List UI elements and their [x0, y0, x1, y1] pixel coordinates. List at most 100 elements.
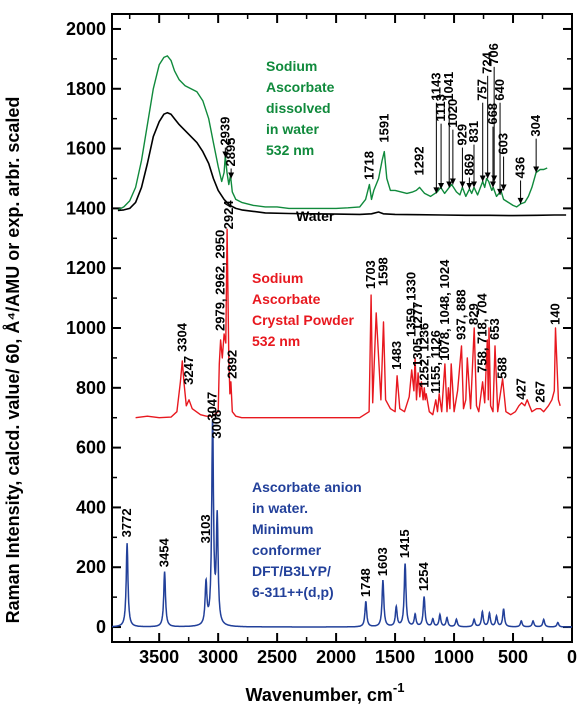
legend-dissolved: in water — [266, 121, 319, 137]
x-tick-label: 2000 — [316, 647, 356, 667]
y-axis-title: Raman Intensity, calcd. value/ 60, Å⁴/AM… — [3, 97, 23, 624]
legend-calculated: DFT/B3LYP/ — [252, 563, 331, 579]
peak-arrowhead — [489, 181, 496, 188]
peak-label: 1748 — [358, 568, 373, 597]
peak-arrowhead — [459, 181, 466, 188]
legend-calculated: Ascorbate anion — [252, 479, 362, 495]
peak-label: 757 — [475, 79, 490, 101]
legend-calculated: conformer — [252, 542, 322, 558]
peak-label: 304 — [528, 114, 543, 136]
legend-dissolved: dissolved — [266, 100, 331, 116]
peak-label: 829 — [466, 303, 481, 325]
peak-label: 2895 — [223, 138, 238, 167]
peak-label: 1254 — [416, 561, 431, 591]
y-tick-label: 1000 — [66, 318, 106, 338]
series-line-calculated — [111, 419, 572, 628]
peak-label: 267 — [533, 381, 548, 403]
peak-label: 1415 — [397, 529, 412, 558]
legend-dissolved: Sodium — [266, 58, 317, 74]
peak-arrowhead — [446, 181, 453, 188]
peak-arrowhead — [491, 175, 498, 182]
peak-arrowhead — [228, 172, 235, 179]
peak-label: 1598 — [376, 257, 391, 286]
peak-label: 603 — [496, 133, 511, 155]
x-tick-label: 1500 — [375, 647, 415, 667]
peak-label: 427 — [514, 378, 529, 400]
peak-label: 1359, 1330 — [404, 272, 419, 337]
peak-label: 1020 — [445, 99, 460, 128]
x-tick-label: 1000 — [434, 647, 474, 667]
peak-label: 1703 — [363, 260, 378, 289]
peak-label: 3454 — [157, 538, 172, 568]
peak-label: 2979, 2962, 2950 — [213, 230, 228, 331]
x-tick-label: 2500 — [257, 647, 297, 667]
peak-label: 2924 — [221, 200, 236, 230]
peak-arrowhead — [222, 151, 229, 158]
peak-label: 3772 — [119, 508, 134, 537]
peak-label: 588 — [495, 357, 510, 379]
x-tick-label: 3000 — [198, 647, 238, 667]
y-tick-label: 200 — [76, 557, 106, 577]
peak-arrowhead — [517, 197, 524, 204]
peak-arrowhead — [479, 175, 486, 182]
peak-arrowhead — [438, 182, 445, 189]
series-line-dissolved — [117, 55, 548, 211]
peak-label: 2939 — [217, 117, 232, 146]
x-axis-label: Wavenumber, cm-1 — [246, 680, 405, 705]
legend-dissolved: 532 nm — [266, 142, 314, 158]
peak-arrowhead — [533, 166, 540, 173]
peak-label: 3008 — [209, 410, 224, 439]
peak-arrowhead — [484, 172, 491, 179]
y-tick-label: 0 — [96, 617, 106, 637]
peak-label: 929 — [454, 124, 469, 146]
legend-dissolved: Ascorbate — [266, 79, 335, 95]
y-tick-label: 800 — [76, 378, 106, 398]
peak-label: 140 — [547, 303, 562, 325]
peak-label: 724 — [480, 51, 495, 73]
peak-label: 706 — [486, 43, 501, 65]
peak-label: 1252, 1236 — [416, 323, 431, 388]
peak-label: 937, 888 — [453, 289, 468, 340]
series-line-crystal — [135, 228, 561, 419]
peak-label: 668 — [485, 103, 500, 125]
legend-crystal: Ascorbate — [252, 291, 321, 307]
peak-label: 1591 — [376, 114, 391, 143]
peak-label: 1292 — [412, 147, 427, 176]
y-tick-label: 2000 — [66, 19, 106, 39]
x-tick-label: 500 — [498, 647, 528, 667]
peak-arrowhead — [470, 181, 477, 188]
peak-label: 1718 — [361, 151, 376, 180]
peak-label: 3047 — [205, 392, 220, 421]
peak-label: 3247 — [181, 356, 196, 385]
peak-label: 2892 — [224, 350, 239, 379]
peak-label: 1305, 1277 — [410, 302, 425, 367]
peak-label: 436 — [513, 157, 528, 179]
peak-label: 1155, 1126 — [428, 330, 443, 394]
x-axis-label-text: Wavenumber, cm — [246, 685, 393, 705]
y-axis-label: Raman Intensity, calcd. value/ 60, Å⁴/AM… — [3, 97, 23, 624]
legend-calculated: 6-311++(d,p) — [252, 584, 334, 600]
legend-crystal: 532 nm — [252, 333, 300, 349]
peak-arrowhead — [466, 182, 473, 189]
peak-arrowhead — [500, 184, 507, 191]
x-tick-label: 0 — [567, 647, 577, 667]
peak-label: 1078, 1048, 1024 — [437, 259, 452, 361]
peak-label: 869 — [461, 154, 476, 176]
peak-arrowhead — [497, 188, 504, 195]
legend-crystal: Sodium — [252, 270, 303, 286]
peak-label: 653 — [487, 318, 502, 340]
peak-arrowhead — [449, 178, 456, 185]
y-tick-label: 1400 — [66, 198, 106, 218]
x-tick-label: 3500 — [139, 647, 179, 667]
peak-label: 1483 — [389, 341, 404, 370]
y-tick-label: 600 — [76, 438, 106, 458]
peak-label: 758, 718, 704 — [475, 293, 490, 373]
x-axis-label-superscript: -1 — [393, 680, 405, 695]
y-tick-label: 1800 — [66, 79, 106, 99]
series-line-water — [117, 111, 567, 217]
peak-label: 1113 — [433, 94, 448, 122]
peak-arrowhead — [433, 187, 440, 194]
peak-label: 1603 — [375, 547, 390, 576]
legend-calculated: in water. — [252, 500, 308, 516]
